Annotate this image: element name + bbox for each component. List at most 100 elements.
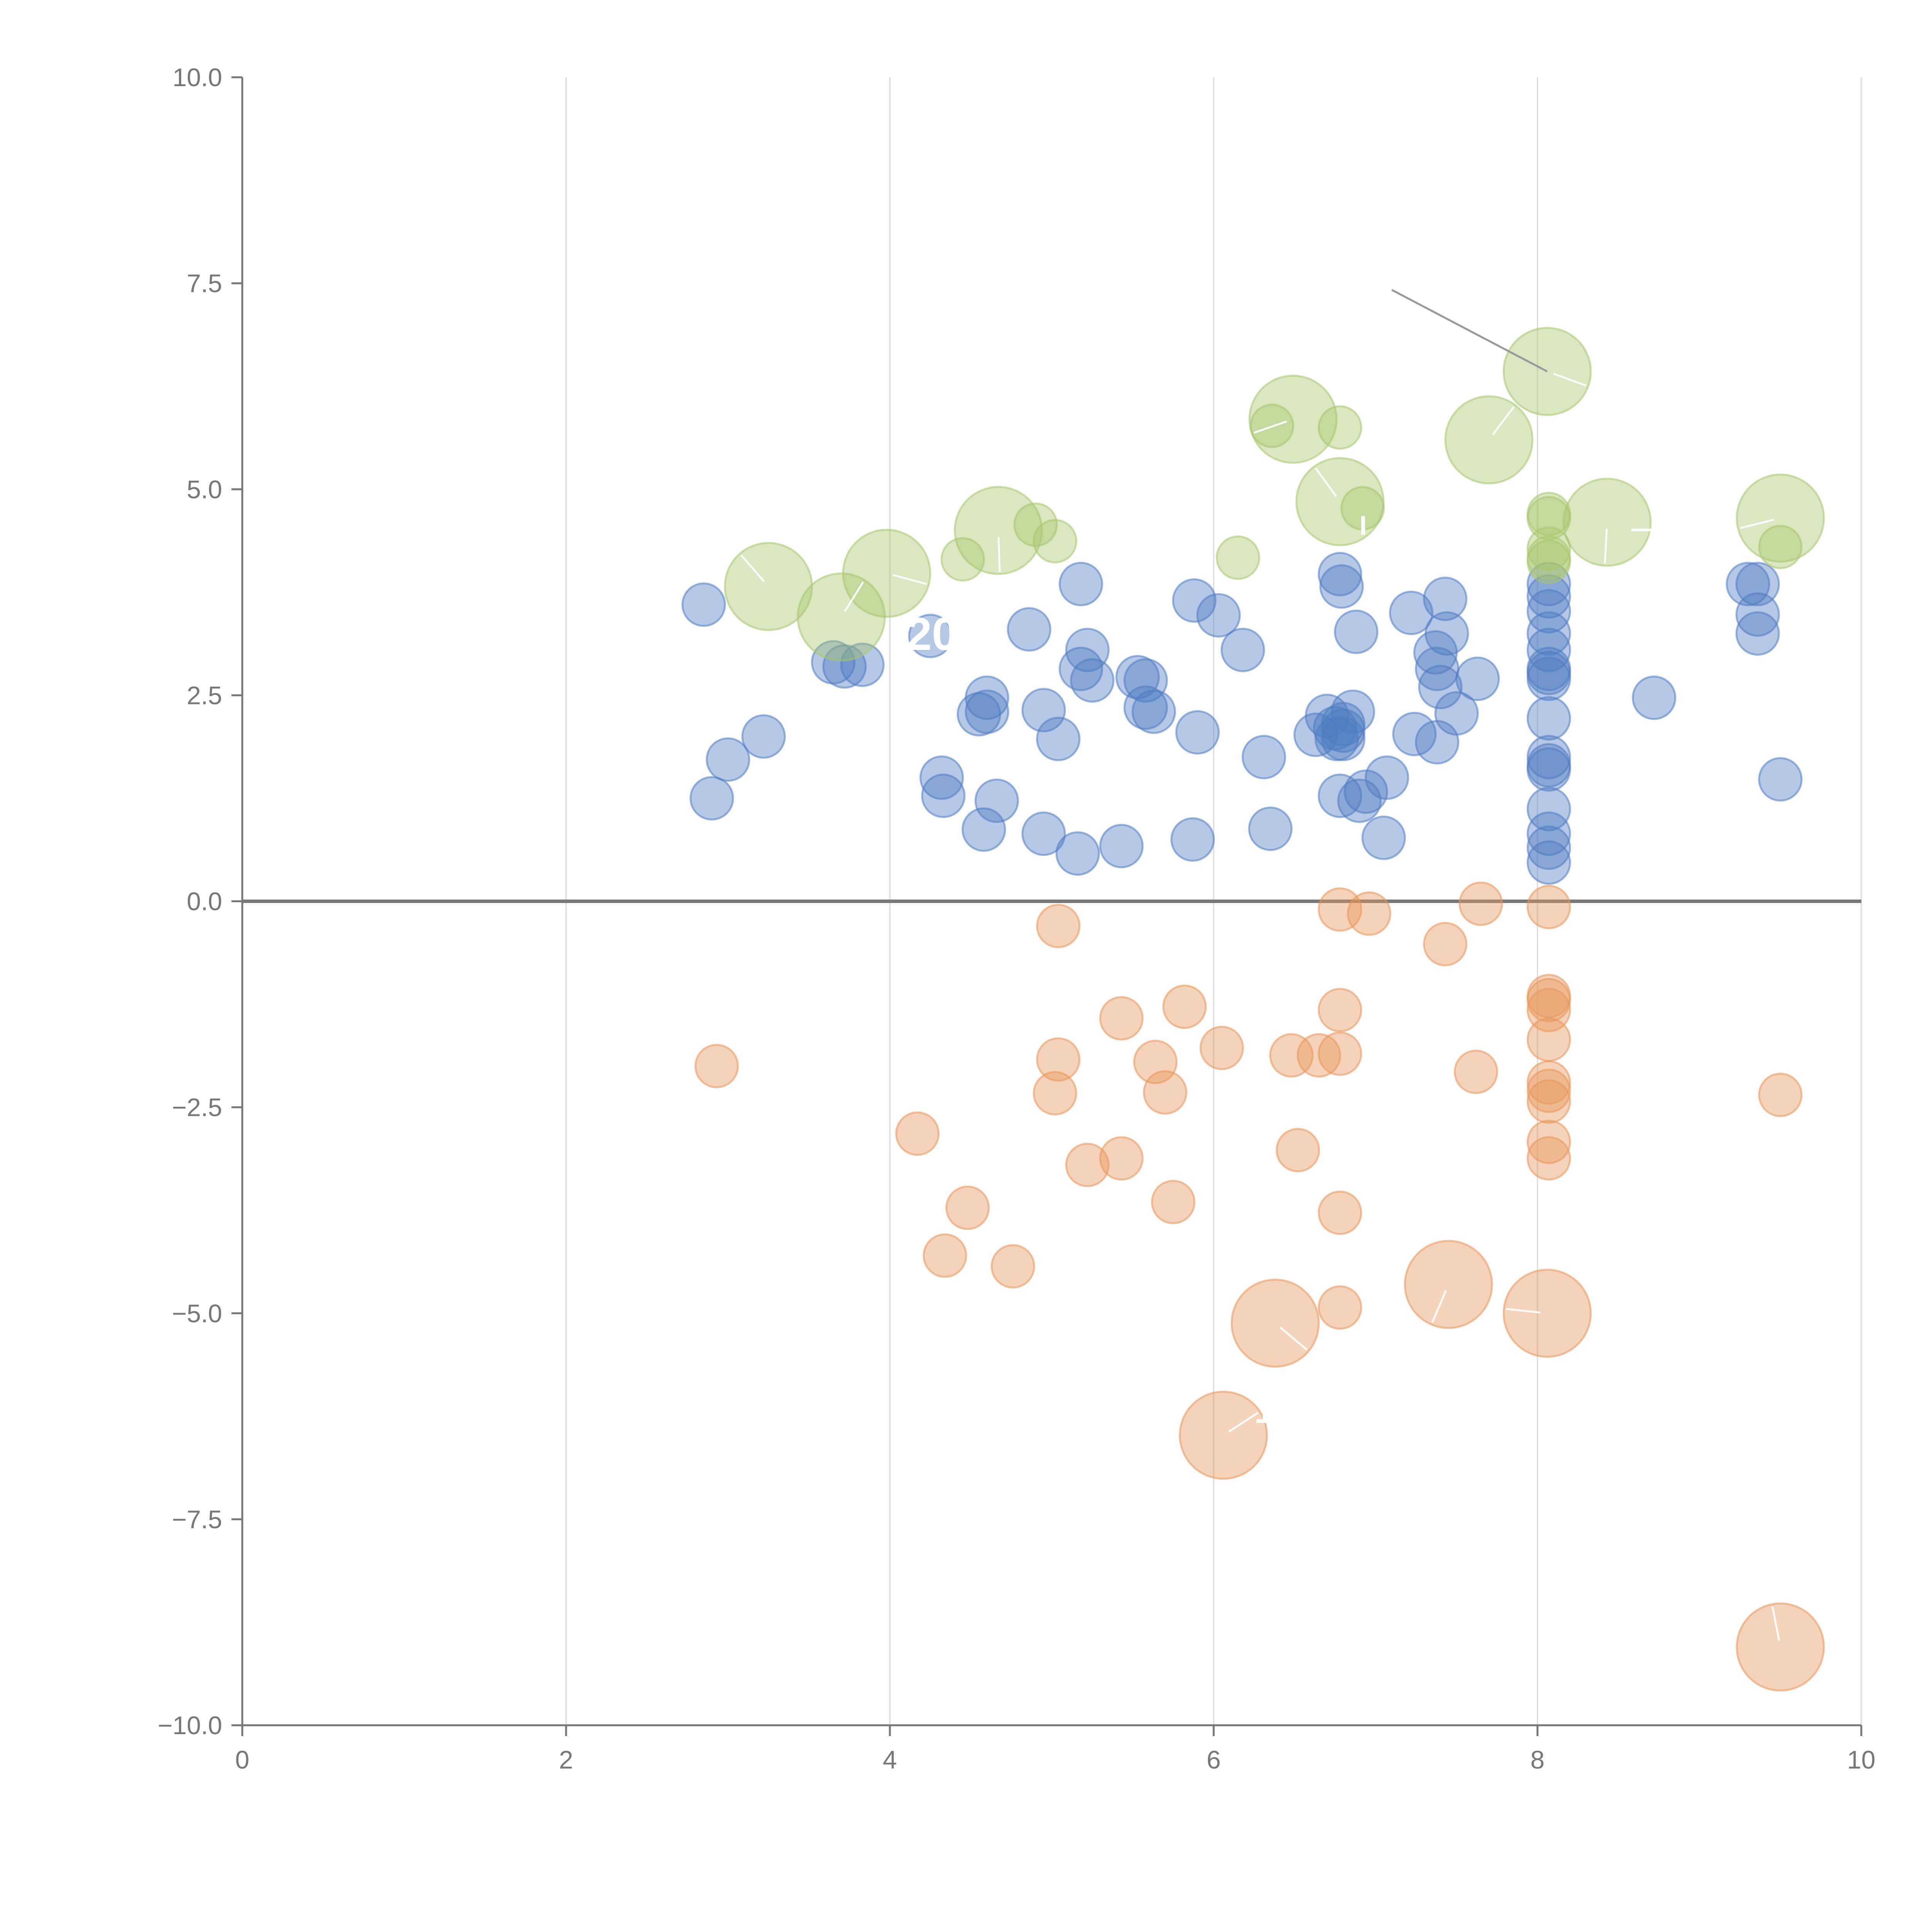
data-point-orange <box>1162 984 1207 1029</box>
data-point-blue <box>1123 685 1168 730</box>
bubble-label: I <box>1359 510 1367 541</box>
leader-line <box>997 537 1001 572</box>
data-point-blue <box>1758 757 1803 802</box>
leader-line <box>1740 519 1774 529</box>
data-point-blue <box>1418 665 1463 709</box>
data-point-blue <box>1220 628 1265 672</box>
data-point-green <box>1295 457 1385 546</box>
data-point-orange <box>1318 1285 1362 1330</box>
data-point-green <box>1526 496 1571 541</box>
data-point-orange <box>1318 1190 1362 1235</box>
data-point-orange <box>1318 988 1362 1032</box>
callout-line <box>1391 289 1548 372</box>
data-point-orange <box>1758 1073 1803 1117</box>
data-point-blue <box>1526 589 1571 634</box>
bubble-label: + <box>1594 331 1615 369</box>
data-point-orange <box>1065 1143 1110 1187</box>
leader-line <box>1315 468 1337 497</box>
y-tick-label: 5.0 <box>187 475 222 503</box>
data-point-orange <box>1199 1026 1244 1070</box>
data-point-green <box>940 537 985 582</box>
data-point-green <box>1526 526 1571 571</box>
leader-line <box>1253 420 1287 434</box>
data-point-orange <box>1526 884 1571 929</box>
y-tick-label: 0.0 <box>187 887 222 916</box>
data-point-blue <box>1248 806 1293 851</box>
data-point-blue <box>1434 691 1479 736</box>
data-point-blue <box>1735 611 1780 656</box>
x-tick-label: 2 <box>559 1745 573 1774</box>
data-point-orange <box>1502 1269 1592 1358</box>
data-point-blue <box>1334 609 1379 654</box>
data-point-blue <box>1070 658 1115 703</box>
data-point-blue <box>921 774 966 818</box>
data-point-blue <box>975 778 1019 823</box>
y-tick-label: 10.0 <box>173 63 222 92</box>
data-point-green <box>1216 535 1260 580</box>
data-point-blue <box>1318 552 1362 597</box>
leader-line <box>1228 1412 1259 1433</box>
data-point-blue <box>1036 716 1081 761</box>
data-point-blue <box>681 582 726 627</box>
data-point-blue <box>908 614 953 658</box>
data-point-orange <box>1036 903 1081 948</box>
bubble-marks <box>681 327 1825 1692</box>
x-tick-label: 0 <box>235 1745 250 1774</box>
data-point-orange <box>1032 1071 1077 1116</box>
data-point-green <box>724 542 813 631</box>
data-point-blue <box>1455 656 1500 701</box>
y-tick-label: −2.5 <box>172 1093 222 1122</box>
data-point-green <box>1526 539 1571 584</box>
data-point-orange <box>1151 1180 1196 1225</box>
data-point-orange <box>1526 1119 1571 1164</box>
data-point-green <box>1248 374 1338 464</box>
data-point-blue <box>1321 716 1366 761</box>
y-tick-label: −7.5 <box>172 1505 222 1534</box>
y-tick-label: 7.5 <box>187 269 222 298</box>
data-point-blue <box>1526 787 1571 832</box>
data-point-orange <box>1458 881 1503 926</box>
x-tick-label: 8 <box>1531 1745 1545 1774</box>
data-point-blue <box>1242 735 1286 779</box>
leader-line <box>1771 1606 1780 1641</box>
x-tick-label: 4 <box>883 1745 897 1774</box>
leader-line <box>844 581 864 612</box>
data-point-green <box>954 486 1043 575</box>
data-point-green <box>1318 405 1362 450</box>
data-point-orange <box>922 1233 967 1278</box>
data-point-blue <box>1172 578 1217 623</box>
data-point-orange <box>1526 1136 1571 1181</box>
data-point-blue <box>961 807 1006 852</box>
data-point-orange <box>1526 978 1571 1022</box>
data-point-orange <box>1099 996 1144 1041</box>
data-point-green <box>1736 473 1825 563</box>
data-point-blue <box>1058 561 1103 606</box>
data-point-orange <box>1099 1136 1144 1181</box>
data-point-blue <box>1131 689 1176 734</box>
y-tick-label: −5.0 <box>172 1299 222 1328</box>
data-point-blue <box>1526 656 1571 701</box>
data-point-orange <box>1454 1049 1498 1094</box>
data-point-blue <box>1196 593 1241 638</box>
data-point-blue <box>1007 607 1051 652</box>
data-point-orange <box>1318 1031 1362 1076</box>
data-point-blue <box>689 776 734 821</box>
data-point-blue <box>1330 689 1375 734</box>
data-point-blue <box>1364 755 1409 800</box>
axes: 10.0 7.5 5.0 2.5 0.0 −2.5 −5.0 −7.5 −10.0 0 2 4 6 8 10 <box>158 63 1876 1774</box>
data-point-blue <box>1735 592 1780 637</box>
data-point-blue <box>741 714 786 759</box>
data-point-blue <box>1526 840 1571 885</box>
data-point-orange <box>1423 922 1468 966</box>
bubble-labels: 20 16 + I — <box>740 289 1780 1641</box>
data-point-orange <box>1230 1279 1320 1368</box>
data-point-orange <box>1179 1391 1268 1480</box>
leader-line <box>1604 529 1608 564</box>
data-point-blue <box>1526 747 1571 792</box>
data-point-orange <box>945 1185 990 1230</box>
data-point-blue <box>1170 817 1215 862</box>
data-point-blue <box>1424 611 1469 656</box>
data-point-blue <box>1632 675 1677 720</box>
data-point-blue <box>1526 696 1571 741</box>
